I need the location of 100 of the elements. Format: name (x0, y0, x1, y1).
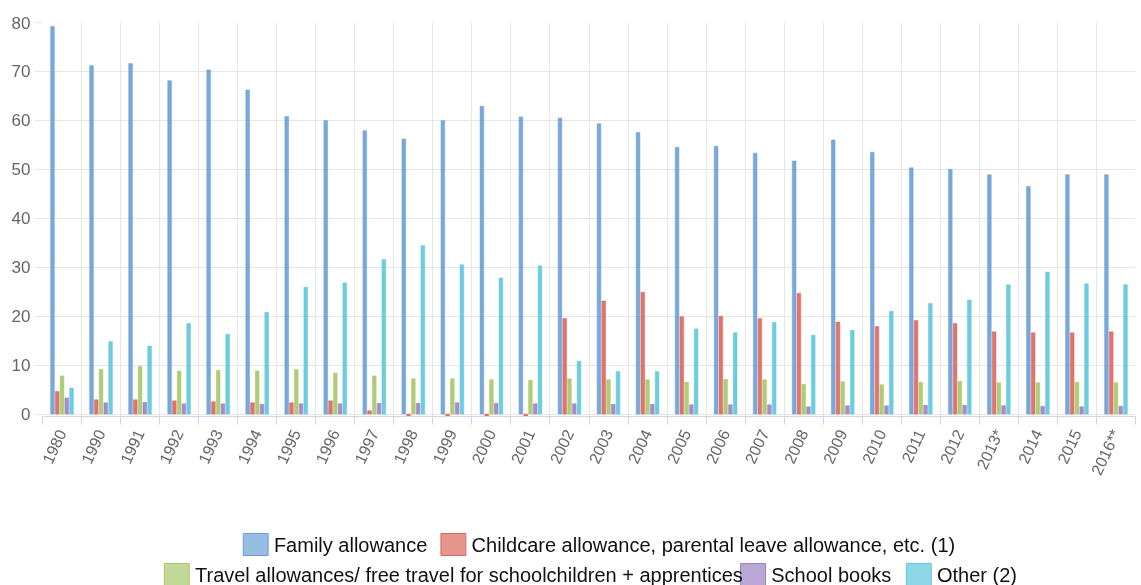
bar (1109, 331, 1114, 415)
bar (1040, 405, 1045, 415)
bar (948, 169, 953, 415)
bar (792, 160, 797, 415)
bar (718, 315, 723, 415)
bar (259, 404, 265, 415)
bar (679, 316, 684, 415)
x-tick-label: 1999 (429, 426, 461, 467)
bar (298, 403, 304, 415)
bar (596, 123, 602, 415)
bar (518, 116, 524, 415)
x-tick-label: 2002 (546, 426, 578, 467)
bar (440, 120, 445, 415)
bar (533, 403, 538, 415)
legend-label: Childcare allowance, parental leave allowance, etc. (1) (471, 533, 956, 556)
bar (635, 132, 641, 415)
x-tick-label: 1994 (234, 426, 265, 467)
x-tick-label: 1990 (78, 426, 109, 467)
bar (108, 341, 113, 415)
bar (494, 403, 499, 415)
x-tick-label: 2001 (507, 426, 539, 467)
bar (1074, 381, 1080, 415)
bar (909, 167, 914, 415)
x-tick-label: 2011 (898, 426, 929, 466)
legend-label: Travel allowances/ free travel for schoolchildren + apprentices (194, 563, 743, 585)
bar (928, 303, 933, 415)
bar (762, 379, 767, 415)
bar (1123, 284, 1128, 415)
legend-label: School books (771, 563, 892, 585)
legend-label: Other (2) (937, 563, 1018, 585)
bar (733, 332, 738, 415)
y-tick-label: 70 (11, 62, 31, 82)
bar (186, 323, 191, 415)
bar (142, 402, 147, 415)
bar (328, 400, 333, 415)
bar (416, 403, 421, 415)
bar (606, 379, 611, 415)
x-tick-label: 2010 (859, 426, 890, 467)
y-tick-label: 20 (11, 307, 31, 327)
x-tick-label: 2009 (819, 426, 851, 467)
bar (728, 404, 733, 415)
bar (753, 152, 758, 415)
y-tick-label: 40 (11, 209, 31, 229)
bar (615, 371, 621, 415)
bar (128, 63, 133, 415)
bar (796, 292, 802, 415)
bar (376, 403, 382, 415)
bar (537, 265, 543, 415)
x-tick-label: 2004 (624, 426, 656, 467)
bar (206, 69, 211, 415)
bar (225, 334, 230, 415)
bar (831, 139, 836, 415)
bar (567, 378, 572, 415)
bar (250, 402, 255, 415)
bar (137, 366, 143, 415)
bar (1084, 283, 1089, 415)
bar (89, 65, 94, 415)
bar (557, 117, 563, 415)
bar (723, 379, 728, 415)
bar (572, 403, 577, 415)
bar (870, 151, 875, 415)
bar (840, 381, 845, 415)
bar (294, 369, 299, 415)
bar (772, 322, 777, 415)
x-tick-label: 1995 (273, 426, 304, 467)
bar (1070, 332, 1075, 415)
y-tick-label: 60 (11, 111, 31, 131)
bar (69, 387, 74, 415)
bar (1104, 174, 1109, 415)
bar (650, 404, 655, 415)
bar (601, 300, 606, 415)
bar (459, 264, 464, 415)
bar (333, 372, 338, 415)
bar (957, 381, 962, 415)
y-tick-label: 50 (11, 160, 31, 180)
bar (103, 402, 108, 415)
bar (611, 404, 616, 415)
bar (64, 397, 69, 415)
bar (967, 299, 972, 415)
x-tick-label: 1998 (390, 426, 422, 467)
bar (245, 89, 250, 415)
bar (987, 174, 992, 415)
x-tick-label: 2003 (585, 426, 617, 467)
bar (923, 404, 928, 415)
bar (1079, 406, 1084, 415)
x-tick-label: 2012 (937, 426, 968, 467)
y-tick-label: 10 (11, 356, 31, 376)
bar (879, 384, 884, 415)
bar (337, 403, 343, 415)
bar (98, 369, 104, 415)
bar (1026, 186, 1031, 415)
bar (323, 120, 328, 415)
bar (884, 405, 889, 415)
bar (220, 403, 226, 415)
bar (801, 383, 806, 415)
bar (684, 381, 689, 415)
bar (689, 404, 694, 415)
bar (303, 287, 308, 415)
bar (1113, 382, 1119, 415)
bar (874, 326, 880, 415)
